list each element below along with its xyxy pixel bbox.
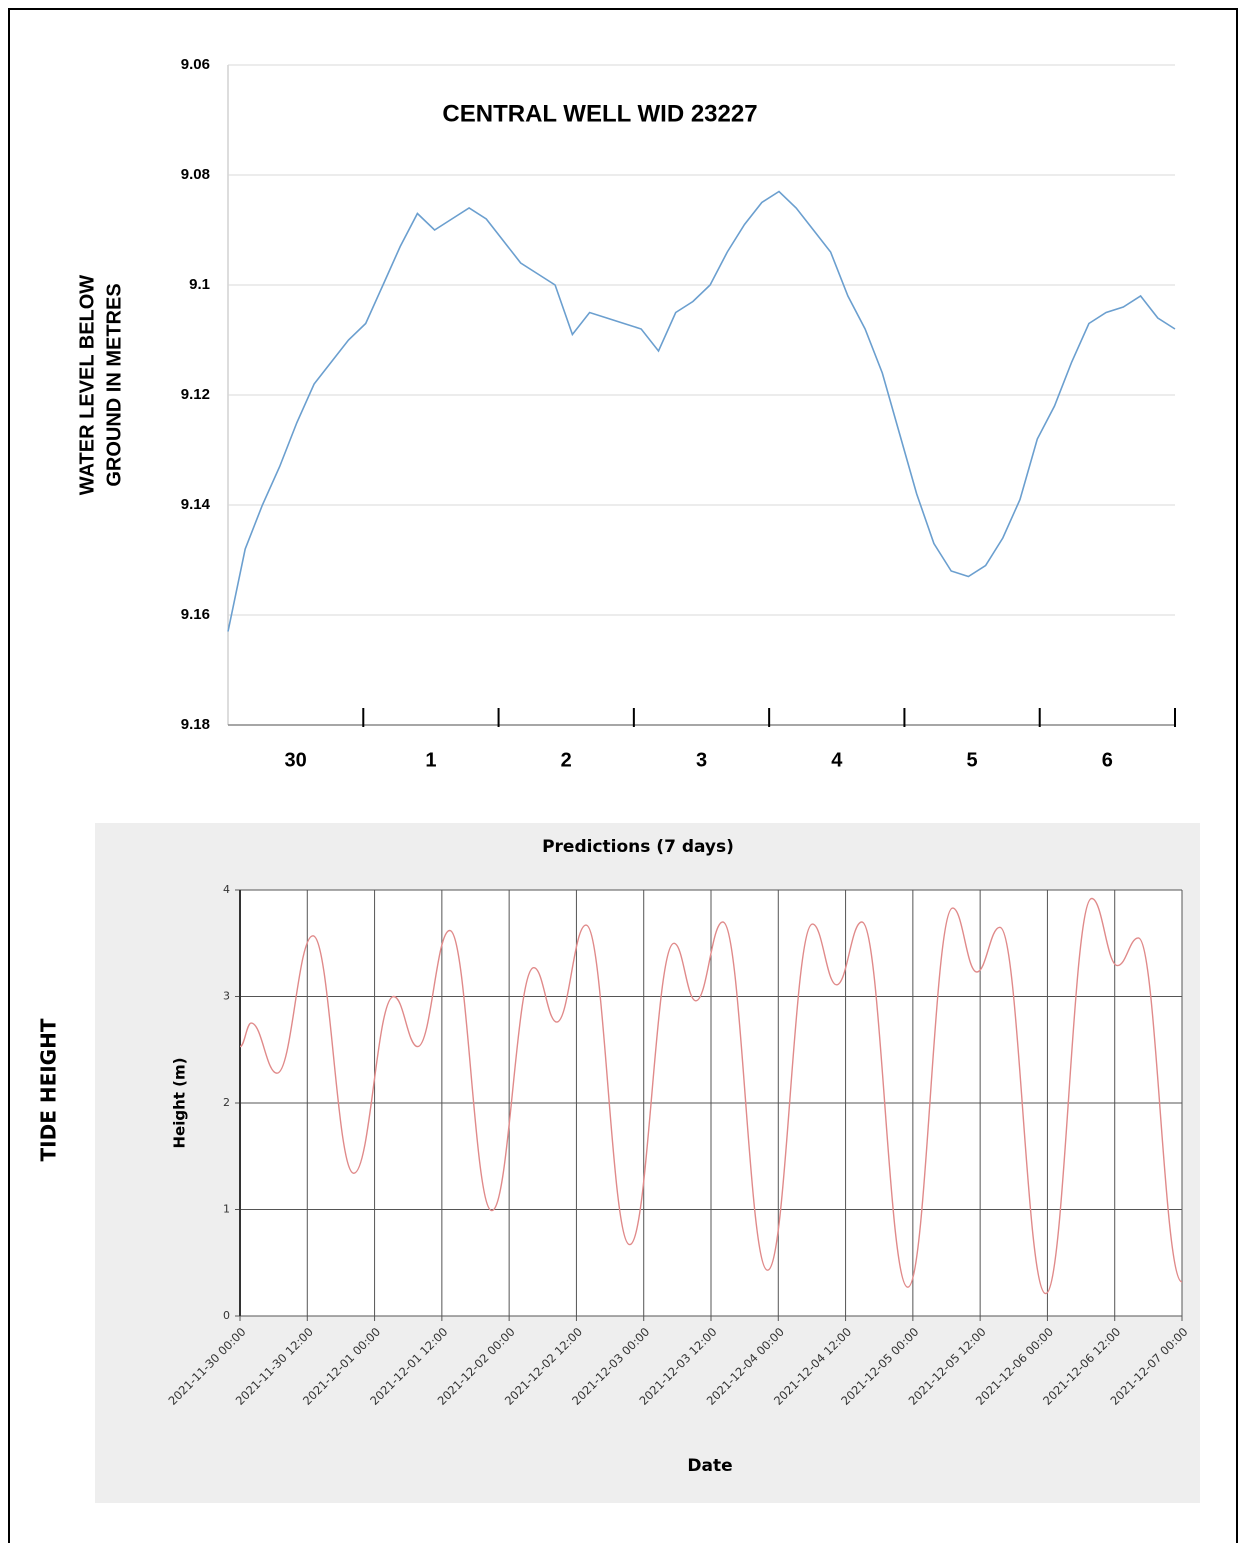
x-axis-label: Date bbox=[687, 1456, 732, 1476]
well-chart: 9.06 9.08 9.1 9.12 9.14 9.16 9.18 30 1 2 3 4 5 6 CENTR… bbox=[76, 56, 1176, 771]
x-tick-label: 1 bbox=[425, 749, 436, 771]
y-tick-label: 9.14 bbox=[181, 496, 211, 513]
y-tick-label: 3 bbox=[223, 990, 230, 1003]
y-tick-label: 9.1 bbox=[189, 276, 210, 293]
y-tick-label: 9.16 bbox=[181, 606, 210, 623]
y-tick-label: 2 bbox=[223, 1096, 230, 1109]
data-line bbox=[239, 897, 1183, 1295]
page-frame bbox=[8, 8, 1238, 1543]
x-tick-label: 30 bbox=[285, 749, 307, 771]
y-tick-label: 9.08 bbox=[181, 166, 210, 183]
x-tick-label: 3 bbox=[696, 749, 707, 771]
y-axis-label: Height (m) bbox=[171, 1057, 189, 1148]
y-tick-label: 1 bbox=[223, 1203, 230, 1216]
chart-title: Predictions (7 days) bbox=[542, 837, 734, 857]
y-axis-label: WATER LEVEL BELOW bbox=[76, 275, 98, 495]
x-tick-label: 4 bbox=[831, 749, 843, 771]
x-tick-label: 6 bbox=[1102, 749, 1113, 771]
y-axis-label: GROUND IN METRES bbox=[103, 283, 125, 486]
x-tick-label: 2 bbox=[561, 749, 572, 771]
chart-title: CENTRAL WELL WID 23227 bbox=[442, 100, 757, 127]
outer-label: TIDE HEIGHT bbox=[37, 1018, 61, 1161]
y-tick-label: 9.12 bbox=[181, 386, 210, 403]
data-line bbox=[227, 190, 1176, 632]
y-tick-label: 4 bbox=[223, 883, 230, 896]
y-tick-label: 0 bbox=[223, 1309, 230, 1322]
y-tick-label: 9.06 bbox=[181, 56, 210, 73]
y-tick-label: 9.18 bbox=[181, 716, 210, 733]
x-tick-label: 5 bbox=[967, 749, 978, 771]
